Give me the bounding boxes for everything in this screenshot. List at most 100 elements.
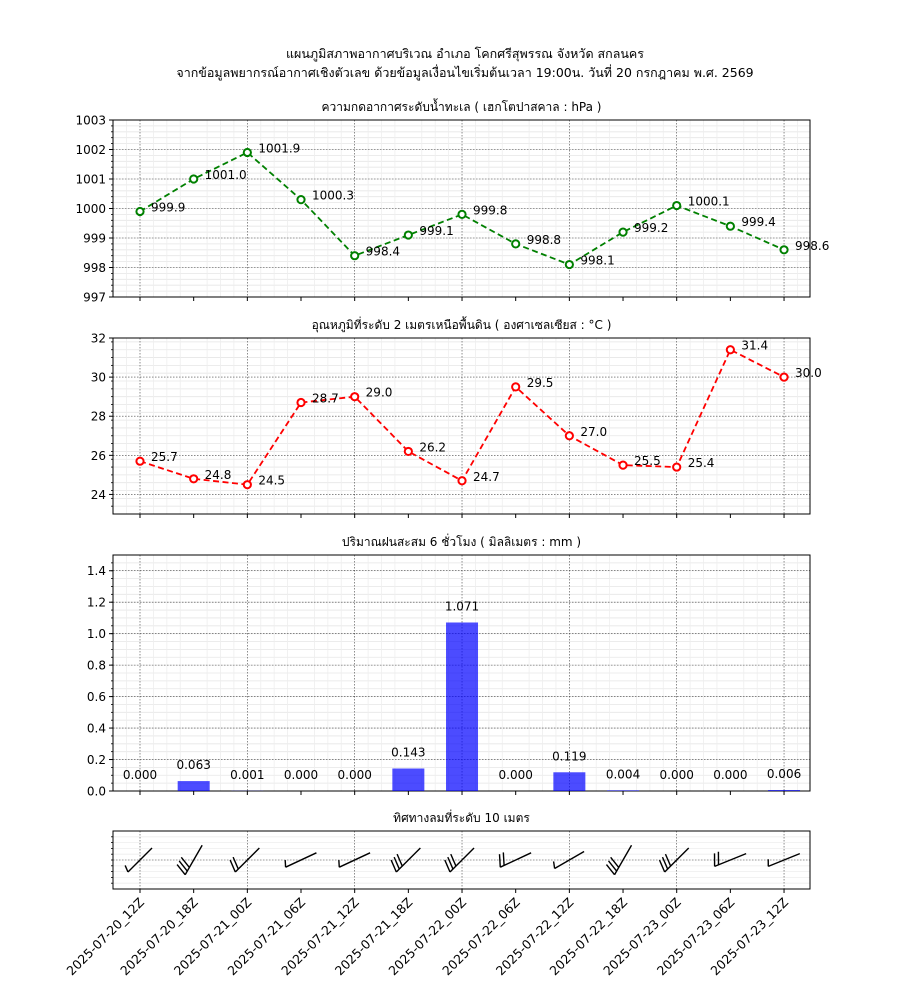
temperature-point [189, 474, 199, 484]
y-tick-label: 1001 [75, 173, 106, 187]
wind-barb-half-feather [124, 865, 129, 873]
wind-barb-feather [605, 864, 616, 876]
y-tick-label: 1.2 [87, 596, 106, 610]
pressure-data-label: 1000.3 [312, 189, 354, 203]
rain-data-label: 0.119 [552, 749, 586, 763]
y-tick-label: 1.0 [87, 627, 106, 641]
y-tick-label: 0.4 [87, 722, 106, 736]
wind-barb-staff [499, 852, 532, 868]
pressure-panel-title: ความกดอากาศระดับน้ำทะเล ( เฮกโตปาสคาล : … [322, 98, 602, 114]
temperature-point [725, 345, 735, 355]
wind-barb [124, 847, 153, 873]
wind-barb-feather [390, 859, 397, 873]
wind-barb-feather [661, 856, 669, 870]
pressure-point [618, 227, 628, 237]
pressure-data-label: 998.1 [580, 254, 614, 268]
wind-barb-staff [714, 852, 747, 868]
temperature-data-label: 24.5 [258, 474, 285, 488]
temperature-point [135, 456, 145, 466]
temperature-data-label: 29.0 [366, 386, 393, 400]
pressure-point [135, 206, 145, 217]
pressure-data-label: 1001.0 [205, 168, 247, 182]
rain-data-label: 0.000 [284, 768, 318, 782]
wind-barb-feather [447, 856, 454, 870]
wind-barb-feather [393, 856, 400, 870]
pressure-data-label: 999.2 [634, 221, 668, 235]
wind-barb-feather [176, 864, 186, 876]
y-tick-label: 998 [83, 261, 106, 275]
wind-panel: ทิศทางลมที่ระดับ 10 เมตร 2025-07-20_12Z2… [63, 809, 811, 978]
rain-data-label: 0.000 [713, 768, 747, 782]
temperature-data-label: 25.5 [634, 454, 661, 468]
rain-data-label: 0.006 [767, 767, 801, 781]
rain-data-label: 0.001 [230, 768, 264, 782]
wind-barb-feather [229, 859, 236, 873]
wind-barb-feather [178, 860, 188, 872]
rain-data-label: 0.000 [123, 768, 157, 782]
wind-barb-staff [613, 844, 633, 876]
wind-barb [176, 844, 203, 876]
y-tick-label: 28 [91, 410, 106, 424]
wind-barb [498, 852, 532, 868]
pressure-point [511, 239, 521, 249]
pressure-data-label: 998.6 [795, 239, 829, 253]
figure-title-line-2: จากข้อมูลพยากรณ์อากาศเชิงตัวเลข ด้วยข้อม… [176, 64, 753, 81]
wind-barb-staff [338, 852, 371, 868]
rain-data-label: 0.000 [499, 768, 533, 782]
pressure-data-label: 999.4 [741, 215, 775, 229]
pressure-panel: ความกดอากาศระดับน้ำทะเล ( เฮกโตปาสคาล : … [75, 98, 829, 305]
y-tick-label: 0.0 [87, 785, 106, 799]
wind-barb [605, 844, 633, 876]
temperature-data-label: 27.0 [580, 425, 607, 439]
wind-barb-feather [232, 856, 239, 870]
temperature-data-label: 31.4 [741, 339, 768, 353]
wind-barb-feather [608, 860, 618, 872]
wind-barb [713, 851, 747, 868]
pressure-point [564, 259, 574, 270]
rain-panel-title: ปริมาณฝนสะสม 6 ชั่วโมง ( มิลลิเมตร : mm … [342, 533, 581, 549]
temperature-data-label: 25.4 [688, 456, 715, 470]
rain-data-label: 0.004 [606, 767, 640, 781]
wind-barb-feather [658, 859, 666, 873]
wind-barb-staff [127, 847, 153, 873]
pressure-data-label: 999.8 [473, 203, 507, 217]
wind-panel-title: ทิศทางลมที่ระดับ 10 เมตร [393, 809, 530, 825]
temperature-point [457, 476, 467, 486]
y-tick-label: 0.2 [87, 753, 106, 767]
temperature-data-label: 26.2 [419, 440, 446, 454]
y-tick-label: 1003 [75, 114, 106, 128]
rain-data-label: 1.071 [445, 599, 479, 613]
wind-barb-feather [664, 853, 672, 867]
wind-barb-feather [498, 854, 501, 868]
y-tick-label: 30 [91, 371, 106, 385]
pressure-point [672, 200, 682, 211]
temperature-point [564, 431, 574, 441]
rain-bar [392, 768, 425, 791]
pressure-point [296, 195, 306, 205]
temperature-data-label: 29.5 [527, 376, 554, 390]
wind-barb-staff [285, 852, 317, 868]
rain-panel: ปริมาณฝนสะสม 6 ชั่วโมง ( มิลลิเมตร : mm … [87, 533, 811, 799]
y-tick-label: 26 [91, 449, 106, 463]
temperature-point [350, 392, 360, 402]
wind-barb [552, 850, 585, 870]
temperature-data-label: 28.7 [312, 392, 339, 406]
wind-barb-staff [395, 847, 421, 873]
pressure-data-label: 999.9 [151, 200, 185, 214]
temperature-point [618, 460, 628, 470]
temperature-point [779, 372, 789, 382]
wind-barb-feather [450, 853, 457, 867]
wind-barb [390, 847, 421, 873]
pressure-point [779, 245, 789, 255]
temperature-point [296, 397, 306, 408]
wind-barb [658, 847, 690, 873]
rain-bar [446, 622, 479, 791]
wind-barb-feather [502, 852, 505, 866]
wind-barb [338, 852, 371, 868]
pressure-point [457, 209, 467, 219]
temperature-data-label: 30.0 [795, 366, 822, 380]
y-tick-label: 0.6 [87, 690, 106, 704]
axes-frame [112, 119, 811, 298]
wind-barb [284, 852, 317, 868]
